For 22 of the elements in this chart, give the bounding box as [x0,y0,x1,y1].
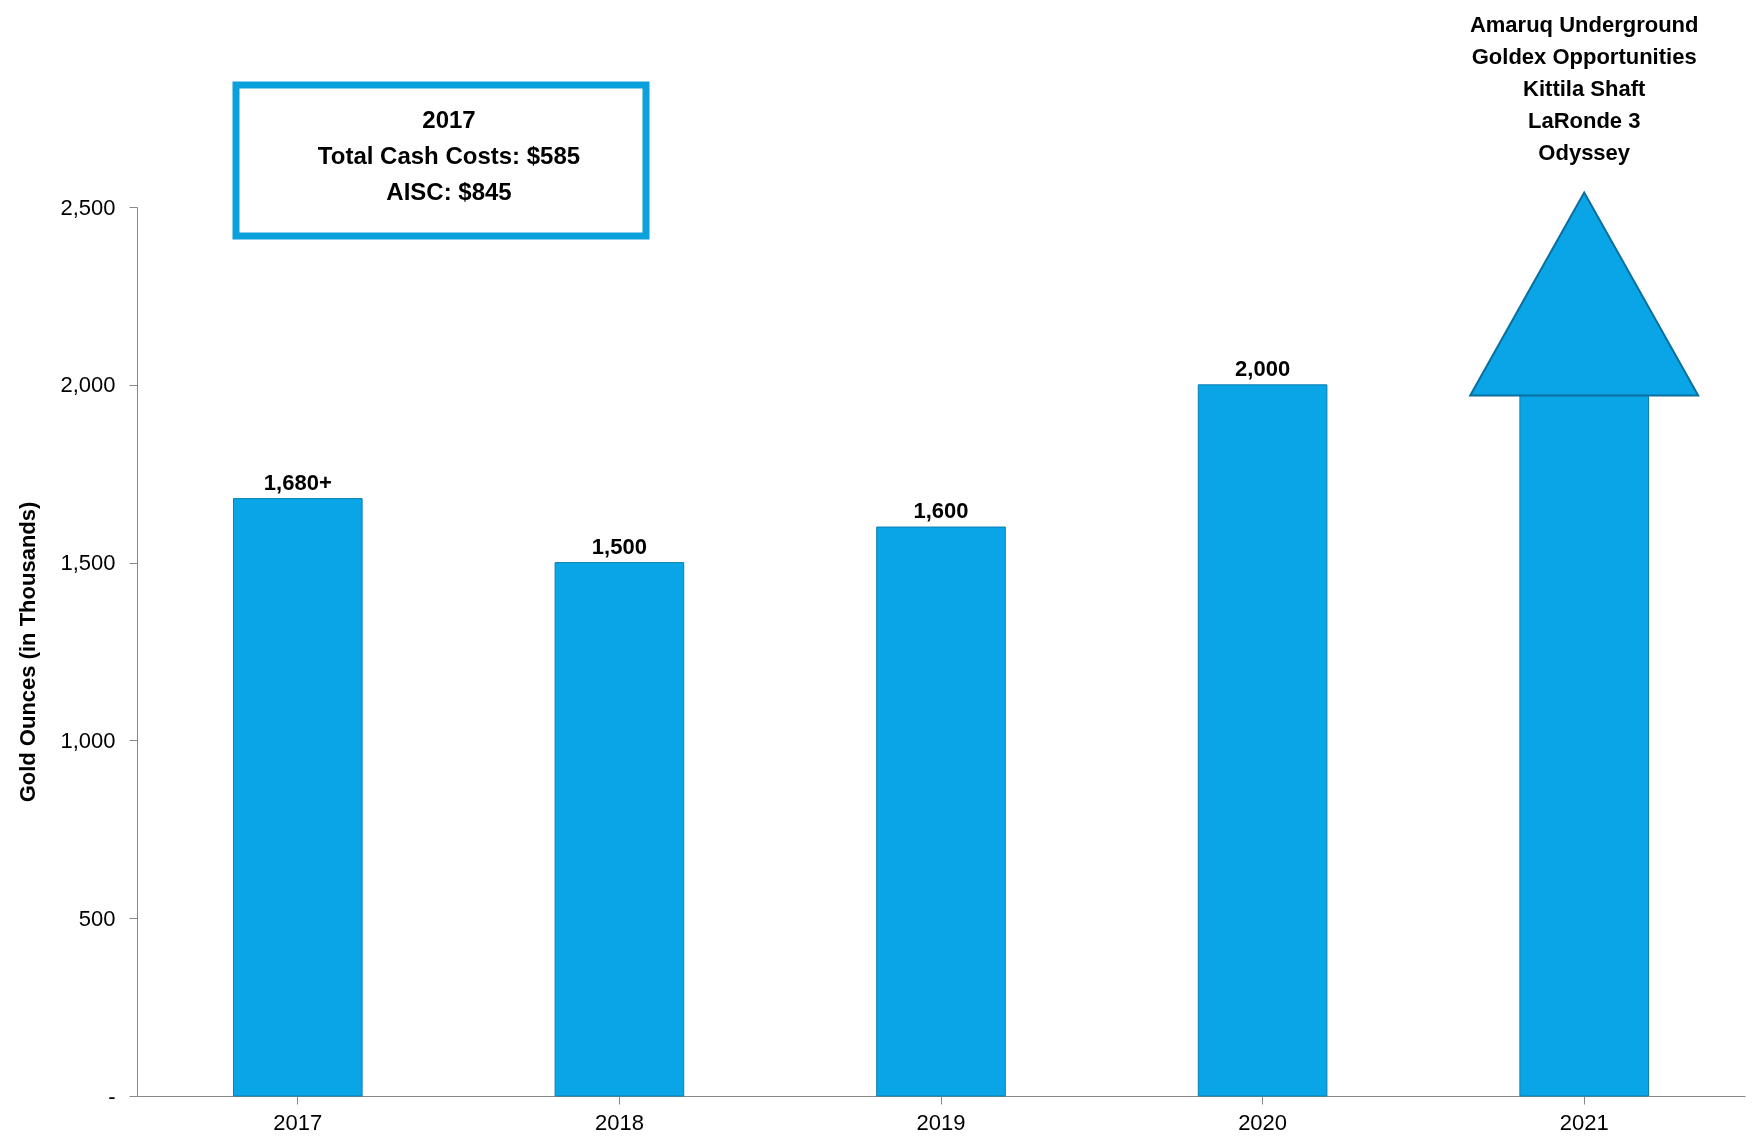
x-tick-label: 2017 [273,1109,323,1135]
text: 2017 Total Cash Costs: $585 AISC: $845 [317,106,581,205]
data-label: 1,500 [591,533,647,559]
y-tick-label: 1,500 [60,550,116,576]
data-label: 1,600 [913,498,969,524]
y-tick-label: - [108,1083,116,1109]
bar [876,526,1006,1097]
y-tick-label: 500 [78,905,116,931]
x-tick-label: 2020 [1238,1109,1288,1135]
data-label: 2,000 [1235,355,1291,381]
bar [232,498,363,1097]
x-tick-label: 2019 [916,1109,966,1135]
bar [554,562,685,1097]
x-tick-label: 2021 [1559,1109,1609,1135]
x-tick-label: 2018 [594,1109,644,1135]
text: Amaruq Underground Goldex Opportunities Kittila Shaft LaRonde 3 Odyssey [1469,12,1699,165]
y-tick-label: 2,000 [60,372,116,398]
bar [1197,384,1328,1097]
y-axis-title: Gold Ounces (in Thousands) [15,501,41,803]
data-label: 1,680+ [263,469,332,495]
y-tick-label: 1,000 [60,727,116,753]
y-tick-label: 2,500 [60,194,116,220]
